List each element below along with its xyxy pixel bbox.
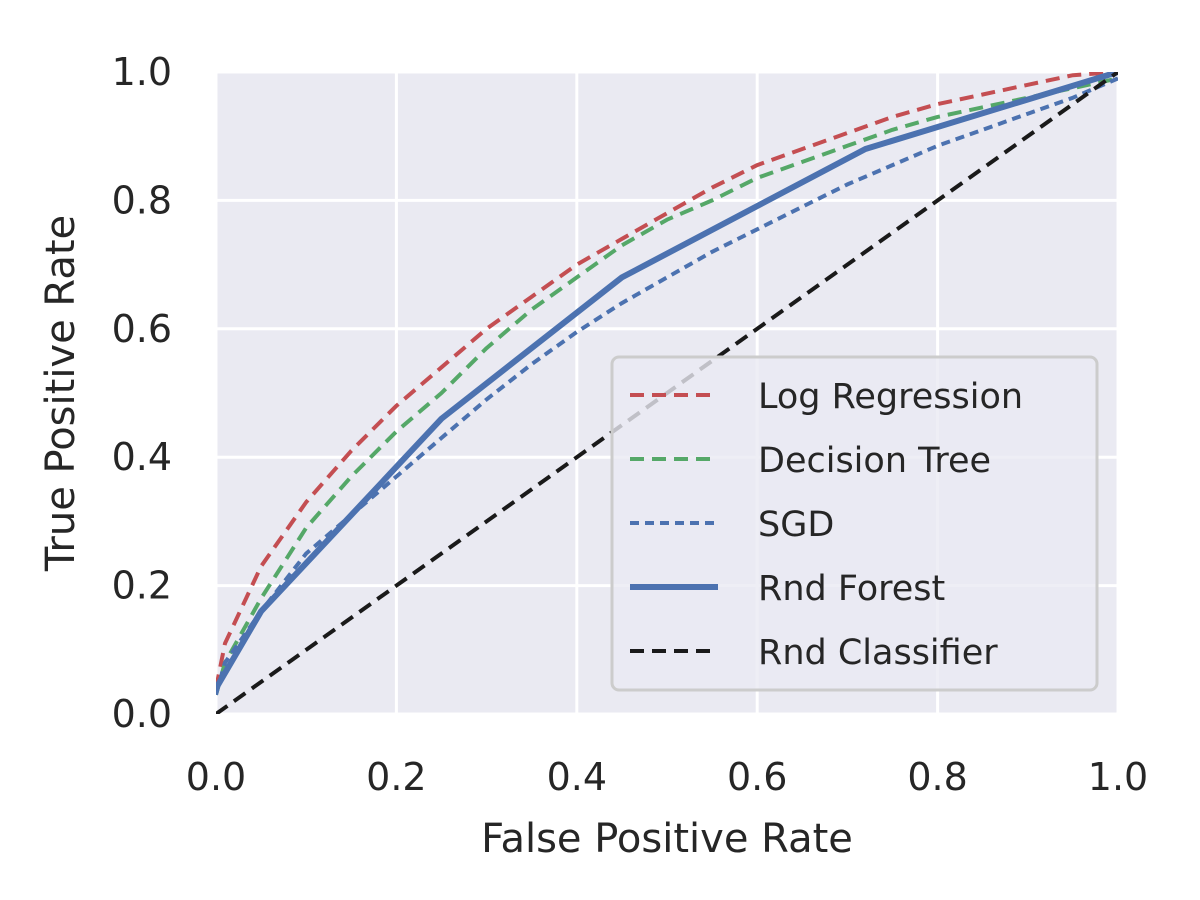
x-tick-label: 0.8: [907, 755, 967, 799]
legend-box: [610, 355, 1099, 692]
x-tick-label: 0.4: [547, 755, 607, 799]
legend: Log Regression Decision Tree SGD Rnd Forest…: [610, 355, 1099, 692]
legend-item: SGD: [630, 505, 834, 545]
x-axis-label: False Positive Rate: [481, 816, 853, 862]
x-tick-label: 0.2: [366, 755, 426, 799]
y-axis-ticks: 0.0 0.2 0.4 0.6 0.8 1.0: [112, 50, 172, 736]
legend-label: Log Regression: [758, 377, 1023, 417]
y-tick-label: 0.4: [112, 435, 172, 479]
legend-item: Log Regression: [630, 377, 1023, 417]
y-tick-label: 0.6: [112, 307, 172, 351]
series-layer: [216, 72, 1118, 714]
series-line-sgd: [216, 76, 1118, 696]
legend-label: SGD: [758, 505, 834, 545]
y-axis-label: True Positive Rate: [38, 215, 84, 572]
legend-label: Decision Tree: [758, 441, 991, 481]
series-line-rnd-forest: [216, 72, 1118, 690]
series-line-log-regression: [216, 72, 1118, 689]
legend-label: Rnd Forest: [758, 569, 945, 609]
y-tick-label: 0.2: [112, 564, 172, 608]
x-tick-label: 0.0: [186, 755, 246, 799]
x-axis-ticks: 0.0 0.2 0.4 0.6 0.8 1.0: [186, 755, 1148, 799]
x-tick-label: 1.0: [1088, 755, 1148, 799]
legend-item: Rnd Classifier: [630, 633, 998, 673]
legend-item: Decision Tree: [630, 441, 991, 481]
y-tick-label: 1.0: [112, 50, 172, 94]
y-tick-label: 0.8: [112, 178, 172, 222]
series-line-decision-tree: [216, 76, 1118, 696]
y-tick-label: 0.0: [112, 692, 172, 736]
legend-item: Rnd Forest: [630, 569, 945, 609]
legend-items: Log Regression Decision Tree SGD Rnd Forest…: [630, 377, 1023, 673]
legend-label: Rnd Classifier: [758, 633, 998, 673]
x-tick-label: 0.6: [727, 755, 787, 799]
grid: [214, 70, 1120, 716]
